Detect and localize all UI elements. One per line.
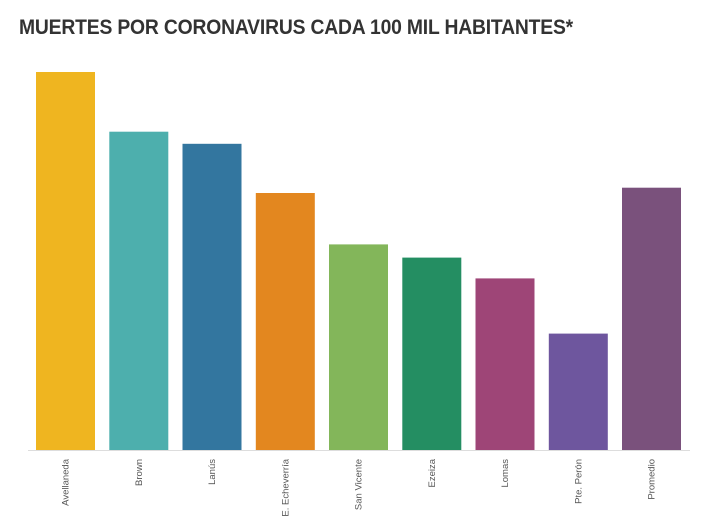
category-label-pte-peron: Pte. Perón	[573, 459, 584, 504]
bar-lomas	[476, 278, 535, 450]
bar-avellaneda	[36, 72, 95, 450]
bar-pte-peron	[549, 334, 608, 450]
category-label-san-vicente: San Vicente	[354, 459, 365, 510]
bar-chart: Avellaneda Brown Lanús E. Echeverría San Vic…	[0, 0, 713, 530]
bar-san-vicente	[329, 244, 388, 450]
bar-brown	[109, 132, 168, 450]
category-label-avellaneda: Avellaneda	[61, 458, 72, 506]
bar-lanus	[183, 144, 242, 450]
bar-promedio	[622, 188, 681, 450]
category-label-ezeiza: Ezeiza	[427, 458, 438, 487]
category-label-lanus: Lanús	[207, 459, 218, 485]
category-labels-group: Avellaneda Brown Lanús E. Echeverría San Vic…	[61, 458, 658, 516]
category-label-brown: Brown	[134, 459, 145, 486]
bar-ezeiza	[402, 258, 461, 450]
category-label-e-echeverria: E. Echeverría	[280, 458, 291, 516]
bar-e-echeverria	[256, 193, 315, 450]
bars-group	[36, 72, 681, 450]
category-label-promedio: Promedio	[647, 459, 658, 500]
category-label-lomas: Lomas	[500, 459, 511, 488]
